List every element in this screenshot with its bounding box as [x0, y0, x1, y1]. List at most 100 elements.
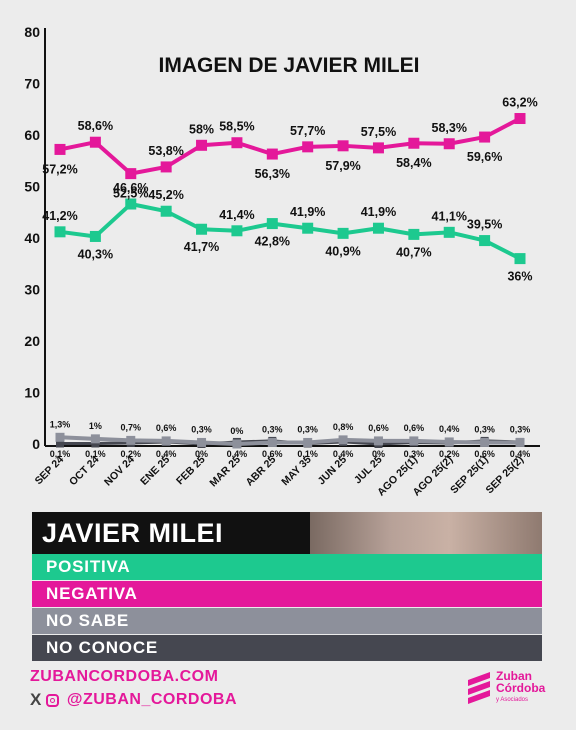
data-point-no-sabe: [480, 437, 490, 447]
data-label-negativa: 53,8%: [148, 144, 183, 158]
data-point-negativa: [514, 113, 526, 125]
brand-name: Zuban Córdoba: [496, 669, 546, 695]
y-tick-label: 80: [24, 24, 40, 40]
instagram-icon[interactable]: [45, 693, 59, 707]
data-label-no-sabe: 0,6%: [368, 423, 389, 433]
data-point-no-sabe: [409, 436, 419, 446]
y-tick-label: 10: [24, 385, 40, 401]
social-handle-row: X @ZUBAN_CORDOBA: [30, 690, 237, 710]
data-label-no-conoce: 0,1%: [297, 449, 318, 459]
data-label-no-sabe: 0,3%: [510, 424, 531, 434]
data-label-negativa: 56,3%: [255, 167, 290, 181]
data-label-no-conoce: 0,4%: [156, 449, 177, 459]
data-point-negativa: [231, 137, 243, 149]
data-label-negativa: 63,2%: [502, 96, 537, 110]
data-point-no-sabe: [55, 432, 65, 442]
brand-tagline: y Asociados: [496, 697, 529, 703]
website-link[interactable]: ZUBANCORDOBA.COM: [30, 668, 219, 685]
y-tick-label: 20: [24, 333, 40, 349]
data-point-positiva: [266, 218, 278, 230]
data-label-positiva: 41,2%: [42, 209, 77, 223]
legend-item-positiva: POSITIVA: [32, 554, 542, 580]
data-label-positiva: 41,1%: [432, 209, 467, 223]
data-label-no-sabe: 0,3%: [474, 424, 495, 434]
data-label-no-conoce: 0,3%: [404, 449, 425, 459]
data-point-positiva: [372, 222, 384, 234]
data-label-no-conoce: 0,2%: [439, 449, 460, 459]
y-tick-label: 70: [24, 76, 40, 92]
data-point-no-sabe: [90, 434, 100, 444]
data-point-no-sabe: [161, 436, 171, 446]
data-label-negativa: 58,6%: [78, 119, 113, 133]
series-line-no-sabe: [59, 435, 520, 446]
data-point-positiva: [479, 235, 491, 247]
data-label-no-conoce: 0,2%: [121, 449, 142, 459]
data-label-positiva: 45,2%: [148, 188, 183, 202]
data-point-no-sabe: [232, 439, 242, 449]
data-label-no-sabe: 0,8%: [333, 422, 354, 432]
y-tick-label: 40: [24, 230, 40, 246]
data-label-no-conoce: 0%: [372, 449, 385, 459]
line-chart: 0 10 20 30 40 50 60 70 80 IMAGEN DE JAVIER MILEI S…: [24, 24, 540, 498]
data-point-positiva: [408, 228, 420, 240]
data-label-no-conoce: 0,6%: [262, 449, 283, 459]
data-label-no-sabe: 0,4%: [439, 424, 460, 434]
social-handle[interactable]: @ZUBAN_CORDOBA: [66, 691, 237, 708]
x-logo-icon[interactable]: X: [30, 690, 42, 709]
data-label-negativa: 58,3%: [432, 121, 467, 135]
data-point-negativa: [54, 143, 66, 155]
data-label-no-sabe: 0,6%: [156, 423, 177, 433]
data-label-no-conoce: 0,1%: [85, 449, 106, 459]
data-point-positiva: [231, 225, 243, 237]
legend-header: JAVIER MILEI: [32, 512, 542, 554]
legend-item-no-conoce: NO CONOCE: [32, 635, 542, 661]
data-label-positiva: 41,9%: [290, 205, 325, 219]
data-label-negativa: 52,5%: [113, 187, 148, 201]
data-point-no-conoce: [91, 439, 100, 448]
data-label-negativa: 58,4%: [396, 156, 431, 170]
data-point-negativa: [372, 142, 384, 154]
portrait-photo: [310, 512, 542, 554]
data-label-negativa: 57,9%: [325, 159, 360, 173]
y-tick-label: 60: [24, 127, 40, 143]
data-label-positiva: 41,4%: [219, 208, 254, 222]
data-label-no-sabe: 1,3%: [50, 419, 71, 429]
data-point-positiva: [89, 230, 101, 242]
series-line-negativa: [59, 116, 521, 176]
data-label-positiva: 40,7%: [396, 245, 431, 259]
data-label-positiva: 41,9%: [361, 205, 396, 219]
data-point-negativa: [196, 139, 208, 151]
data-point-no-sabe: [373, 436, 383, 446]
y-tick-label: 0: [32, 436, 40, 452]
data-label-no-sabe: 0,7%: [121, 422, 142, 432]
data-label-no-sabe: 0,3%: [262, 424, 283, 434]
legend-title: JAVIER MILEI: [42, 518, 224, 548]
data-point-no-sabe: [197, 437, 207, 447]
data-label-negativa: 57,2%: [42, 162, 77, 176]
chart-title: IMAGEN DE JAVIER MILEI: [159, 54, 420, 77]
data-point-no-sabe: [515, 437, 525, 447]
data-point-negativa: [89, 136, 101, 148]
data-label-positiva: 40,9%: [325, 244, 360, 258]
data-label-no-conoce: 0%: [195, 449, 208, 459]
data-point-no-conoce: [56, 439, 64, 448]
data-label-no-conoce: 0,4%: [510, 449, 531, 459]
data-point-positiva: [443, 226, 455, 238]
data-point-negativa: [302, 141, 314, 153]
data-label-no-conoce: 0,4%: [227, 449, 248, 459]
data-label-positiva: 42,8%: [255, 235, 290, 249]
data-point-positiva: [196, 223, 208, 235]
y-tick-label: 50: [24, 179, 40, 195]
data-point-no-sabe: [303, 437, 313, 447]
x-tick-label: SEP 25(2): [484, 454, 527, 497]
data-point-no-sabe: [444, 437, 454, 447]
data-point-negativa: [479, 131, 491, 143]
data-point-negativa: [266, 148, 278, 160]
data-point-positiva: [514, 253, 526, 265]
data-point-negativa: [337, 140, 349, 152]
data-point-positiva: [337, 227, 349, 239]
data-label-positiva: 39,5%: [467, 218, 502, 232]
data-point-negativa: [125, 168, 137, 180]
data-label-negativa: 58,5%: [219, 120, 254, 134]
data-point-no-sabe: [338, 435, 348, 445]
